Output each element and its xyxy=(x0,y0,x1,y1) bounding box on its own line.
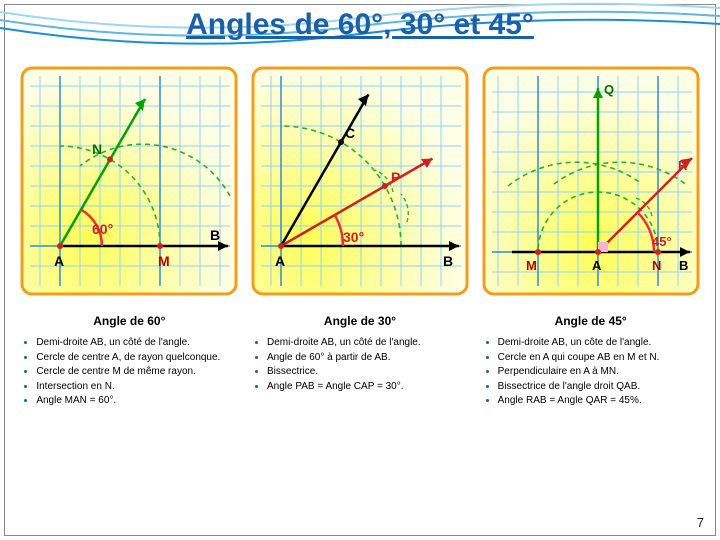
list-item: Demi-droite AB, un côté de l'angle. xyxy=(36,336,238,350)
label-30: 30° xyxy=(343,229,364,245)
list-item: Demi-droite AB, un côté de l'angle. xyxy=(267,336,469,350)
panels-row: A B M N 60° xyxy=(0,66,720,296)
list-item: Intersection en N. xyxy=(36,380,238,394)
label-N: N xyxy=(92,141,102,157)
caption-45-title: Angle de 45° xyxy=(482,314,700,328)
label-B: B xyxy=(443,253,453,269)
label-Q: Q xyxy=(604,82,614,97)
caption-30: Angle de 30° Demi-droite AB, un côté de … xyxy=(251,314,469,409)
captions-row: Angle de 60° Demi-droite AB, un côté de … xyxy=(0,314,720,409)
label-R: R xyxy=(678,158,688,173)
caption-45: Angle de 45° Demi-droite AB, un côte de … xyxy=(482,314,700,409)
panel-30: A B C P 30° xyxy=(251,66,469,296)
list-item: Cercle de centre M de même rayon. xyxy=(36,365,238,379)
label-N: N xyxy=(652,258,661,273)
label-M: M xyxy=(526,258,537,273)
page-number: 7 xyxy=(697,515,704,530)
label-P: P xyxy=(391,169,400,185)
panel-45: A B M N Q R 45° xyxy=(482,66,700,296)
caption-45-list: Demi-droite AB, un côte de l'angle. Cerc… xyxy=(482,336,700,408)
list-item: Bissectrice de l'angle droit QAB. xyxy=(498,380,700,394)
label-M: M xyxy=(158,253,170,269)
list-item: Angle MAN = 60°. xyxy=(36,394,238,408)
panel-60: A B M N 60° xyxy=(20,66,238,296)
label-45: 45° xyxy=(652,234,672,249)
label-B: B xyxy=(210,227,220,243)
label-B: B xyxy=(679,258,688,273)
list-item: Cercle en A qui coupe AB en M et N. xyxy=(498,351,700,365)
list-item: Cercle de centre A, de rayon quelconque. xyxy=(36,351,238,365)
label-C: C xyxy=(345,125,355,141)
list-item: Perpendiculaire en A à MN. xyxy=(498,365,700,379)
list-item: Bissectrice. xyxy=(267,365,469,379)
caption-60: Angle de 60° Demi-droite AB, un côté de … xyxy=(20,314,238,409)
label-60: 60° xyxy=(92,221,113,237)
caption-60-title: Angle de 60° xyxy=(20,314,238,328)
caption-30-title: Angle de 30° xyxy=(251,314,469,328)
list-item: Angle PAB = Angle CAP = 30°. xyxy=(267,380,469,394)
slide-title: Angles de 60°, 30° et 45° xyxy=(0,0,720,42)
label-A: A xyxy=(275,253,285,269)
label-A: A xyxy=(54,253,64,269)
caption-30-list: Demi-droite AB, un côté de l'angle. Angl… xyxy=(251,336,469,393)
caption-60-list: Demi-droite AB, un côté de l'angle. Cerc… xyxy=(20,336,238,408)
list-item: Demi-droite AB, un côte de l'angle. xyxy=(498,336,700,350)
list-item: Angle RAB = Angle QAR = 45%. xyxy=(498,394,700,408)
list-item: Angle de 60° à partir de AB. xyxy=(267,351,469,365)
label-A: A xyxy=(592,258,602,273)
